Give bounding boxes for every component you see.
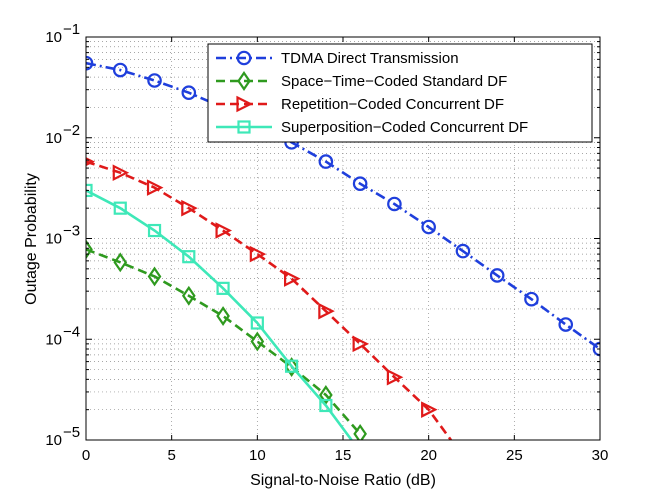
y-tick-exponent: −1 [63, 21, 80, 38]
data-point [146, 179, 164, 196]
data-point [489, 268, 505, 283]
data-point [147, 73, 162, 88]
data-point [353, 423, 367, 440]
data-point [249, 245, 267, 263]
y-tick-exponent: −4 [63, 323, 80, 340]
data-point [387, 196, 402, 212]
y-tick-exponent: −5 [63, 424, 80, 441]
data-point [319, 398, 333, 413]
data-point [285, 359, 299, 373]
data-point [215, 222, 233, 239]
data-point [524, 291, 539, 307]
series-3 [86, 183, 353, 440]
x-tick-labels: 0 5 10 15 20 25 30 [82, 447, 609, 464]
data-point [112, 62, 128, 78]
x-tick-label: 15 [335, 447, 352, 464]
series-layer [86, 55, 600, 440]
legend-label: Repetition−Coded Concurrent DF [281, 96, 504, 113]
y-tick-label: 10 [45, 231, 62, 248]
series-0 [86, 55, 600, 357]
data-point [216, 306, 230, 326]
x-tick-label: 25 [506, 447, 523, 464]
data-point [86, 239, 93, 260]
data-point [112, 164, 130, 181]
series-line [86, 61, 600, 351]
legend-entry-0: TDMA Direct Transmission [216, 50, 459, 67]
y-axis-label: Outage Probability [23, 173, 40, 305]
data-point [352, 335, 370, 353]
data-point [284, 357, 299, 377]
legend-entry-3: Superposition−Coded Concurrent DF [216, 119, 528, 136]
data-point [421, 219, 436, 235]
series-line [86, 189, 353, 440]
data-point [558, 317, 574, 332]
y-tick-label: 10 [45, 331, 62, 348]
legend-marker [237, 71, 251, 91]
x-axis-label: Signal-to-Noise Ratio (dB) [250, 472, 436, 489]
data-point [319, 385, 333, 405]
data-point [181, 285, 196, 306]
series-line [86, 248, 362, 435]
y-tick-label: 10 [45, 432, 62, 449]
data-point [216, 281, 230, 295]
data-point [318, 302, 335, 320]
x-tick-label: 5 [167, 447, 175, 464]
series-2 [86, 157, 452, 440]
legend-entry-2: Repetition−Coded Concurrent DF [216, 95, 504, 113]
data-point [113, 201, 127, 215]
axis-ticks [85, 36, 601, 441]
data-point [250, 331, 265, 352]
data-point [147, 223, 162, 238]
data-point [352, 176, 368, 191]
series-line [86, 160, 452, 440]
y-tick-labels: 10−510−410−310−210−1 [45, 21, 80, 449]
x-tick-label: 10 [249, 447, 266, 464]
series-1 [86, 239, 367, 440]
data-point [181, 199, 198, 217]
data-point [86, 183, 93, 198]
legend-label: TDMA Direct Transmission [281, 50, 459, 67]
y-tick-exponent: −2 [63, 122, 80, 139]
legend: TDMA Direct Transmission Space−Time−Coded… [207, 43, 593, 143]
y-tick-label: 10 [45, 29, 62, 46]
data-point [181, 85, 197, 100]
y-tick-exponent: −3 [63, 223, 80, 240]
legend-label: Superposition−Coded Concurrent DF [281, 119, 528, 136]
legend-marker [236, 50, 252, 66]
data-point [250, 316, 264, 330]
data-point [386, 368, 404, 386]
data-point [147, 266, 162, 287]
data-point [113, 252, 128, 273]
data-point [284, 270, 301, 287]
x-tick-label: 30 [592, 447, 609, 464]
legend-marker [237, 120, 251, 134]
data-point [182, 250, 196, 264]
x-tick-label: 0 [82, 447, 90, 464]
data-point [421, 401, 438, 418]
legend-entry-1: Space−Time−Coded Standard DF [216, 71, 507, 91]
legend-box [207, 43, 593, 143]
y-tick-label: 10 [45, 130, 62, 147]
x-tick-label: 20 [420, 447, 437, 464]
data-point [318, 154, 334, 169]
data-point [455, 243, 471, 259]
legend-label: Space−Time−Coded Standard DF [281, 73, 507, 90]
legend-marker [236, 95, 253, 113]
